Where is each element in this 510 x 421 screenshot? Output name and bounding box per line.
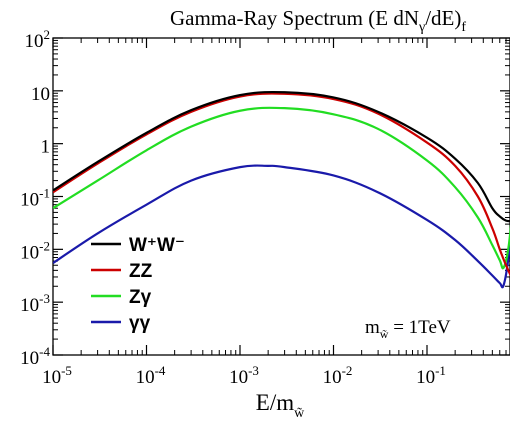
y-tick-label: 10-1 — [20, 186, 50, 211]
x-tick-label: 10-4 — [136, 363, 166, 388]
legend-label: ZZ — [129, 261, 153, 282]
chart-title-mid: /dE) — [425, 6, 461, 30]
x-axis-label-main: E/m — [256, 390, 294, 415]
legend-label: Zγ — [129, 287, 152, 308]
chart-title-main: Gamma-Ray Spectrum (E dN — [170, 6, 419, 30]
mass-annotation-m: m — [365, 317, 380, 338]
y-tick-label: 10-2 — [20, 238, 50, 263]
y-tick-label: 1 — [41, 137, 51, 158]
series-zz-line — [53, 92, 510, 277]
x-tick-label: 10-1 — [416, 363, 446, 388]
legend-item-gammagamma: γγ — [91, 313, 151, 334]
x-tick-label: 10-3 — [229, 363, 259, 388]
mass-annotation-sub: w̃ — [380, 327, 389, 341]
legend-item-zz: ZZ — [91, 261, 153, 282]
mass-annotation: mw̃ = 1TeV — [365, 317, 451, 341]
chart-title-sub2: f — [461, 20, 466, 35]
y-tick-label: 102 — [25, 27, 51, 52]
legend-item-ww: W⁺W⁻ — [91, 235, 185, 256]
x-axis-label: E/mw̃ — [256, 390, 305, 421]
y-tick-label: 10-3 — [20, 291, 50, 316]
series-gammagamma-line — [53, 164, 510, 289]
x-axis-label-sub: w̃ — [294, 406, 305, 421]
y-tick-label: 10 — [31, 84, 50, 105]
x-tick-label: 10-5 — [42, 363, 72, 388]
y-tick-label: 10-4 — [20, 344, 50, 369]
series-ww-line — [53, 90, 510, 223]
chart-title: Gamma-Ray Spectrum (E dNγ/dE)f — [170, 6, 466, 35]
mass-annotation-value: = 1TeV — [388, 317, 450, 338]
axis-ticks — [52, 37, 510, 356]
series-group — [53, 90, 510, 289]
legend-label: W⁺W⁻ — [129, 235, 185, 256]
axis-tick-labels: 10-5 10-4 10-3 10-2 10-110-410-310-210-11101… — [20, 27, 446, 388]
legend: W⁺W⁻ ZZ Zγ γγ — [91, 235, 185, 334]
legend-label: γγ — [129, 313, 151, 334]
series-zgamma-line — [53, 106, 510, 270]
chart-title-sub: γ — [418, 20, 425, 35]
plot-frame — [52, 37, 510, 356]
x-tick-label: 10-2 — [323, 363, 353, 388]
legend-item-zgamma: Zγ — [91, 287, 152, 308]
